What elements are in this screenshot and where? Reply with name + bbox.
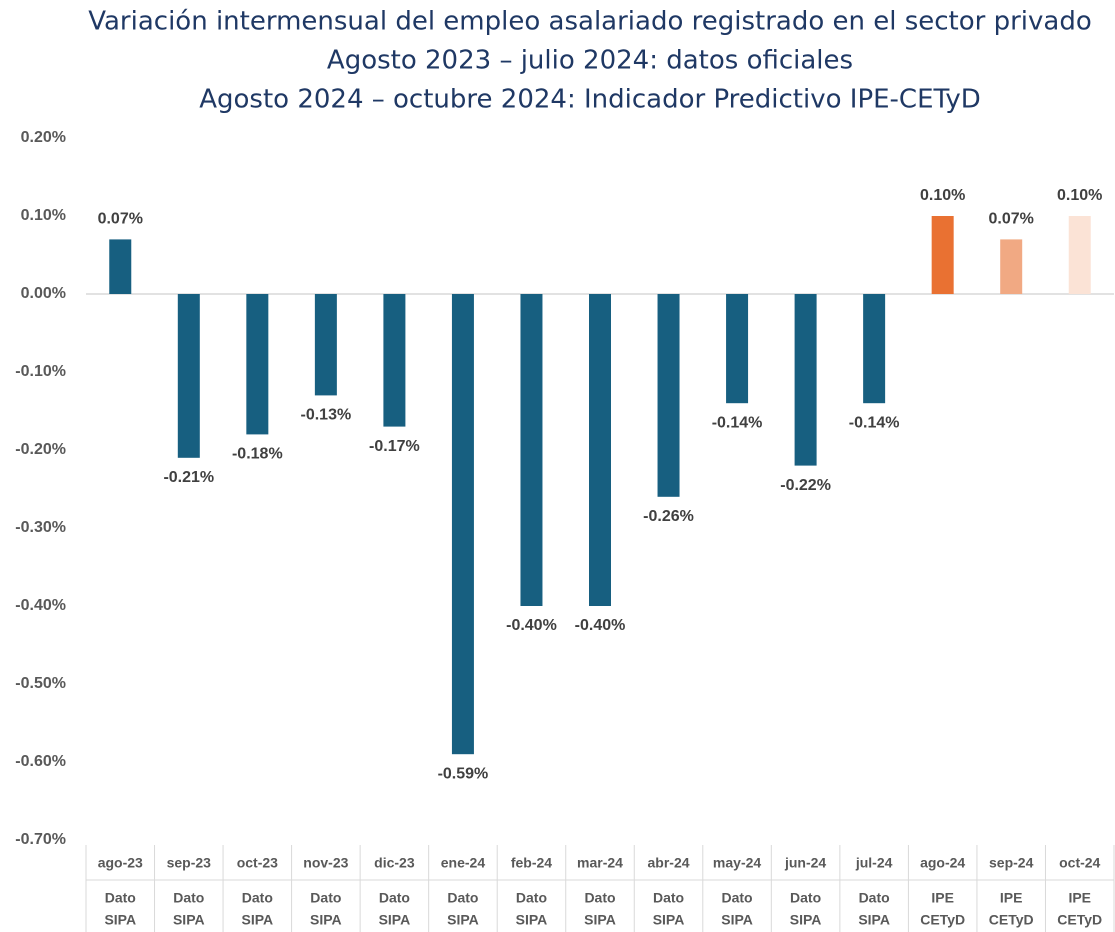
data-label: -0.59% (438, 765, 489, 782)
x-tick-label: dic-23 (374, 855, 415, 871)
x-group-label: SIPA (721, 912, 753, 928)
bar (520, 294, 543, 606)
x-tick-label: ago-23 (98, 855, 143, 871)
x-group-label: Dato (310, 890, 341, 906)
x-tick-label: ene-24 (441, 855, 486, 871)
y-tick-label: -0.40% (15, 597, 66, 614)
x-group-label: SIPA (173, 912, 205, 928)
x-group-label: SIPA (242, 912, 274, 928)
bar (383, 294, 406, 427)
data-label: -0.13% (301, 407, 352, 424)
data-label: -0.21% (163, 469, 214, 486)
x-group-label: SIPA (516, 912, 548, 928)
data-label: -0.40% (506, 617, 557, 634)
y-tick-label: -0.70% (15, 831, 66, 848)
x-group-label: SIPA (447, 912, 479, 928)
x-tick-label: sep-24 (989, 855, 1034, 871)
x-group-label: Dato (516, 890, 547, 906)
data-label: -0.17% (369, 438, 420, 455)
x-group-label: IPE (931, 890, 954, 906)
y-tick-label: 0.20% (21, 129, 66, 146)
x-group-label: CETyD (1057, 912, 1102, 928)
chart-title: Agosto 2024 – octubre 2024: Indicador Pr… (199, 85, 981, 115)
y-tick-label: -0.60% (15, 753, 66, 770)
chart-title: Variación intermensual del empleo asalar… (88, 7, 1092, 37)
x-tick-label: ago-24 (920, 855, 965, 871)
x-tick-label: nov-23 (303, 855, 348, 871)
bar (177, 294, 200, 458)
bar (1000, 239, 1023, 294)
bar (726, 294, 749, 404)
x-group-label: Dato (242, 890, 273, 906)
data-label: 0.10% (1057, 187, 1102, 204)
x-tick-label: jul-24 (855, 855, 893, 871)
y-tick-label: -0.20% (15, 441, 66, 458)
data-label: -0.22% (780, 477, 831, 494)
x-group-label: SIPA (790, 912, 822, 928)
data-label: 0.10% (920, 187, 965, 204)
data-label: 0.07% (989, 211, 1034, 228)
x-group-label: Dato (859, 890, 890, 906)
x-group-label: SIPA (310, 912, 342, 928)
data-label: -0.18% (232, 446, 283, 463)
x-tick-label: oct-23 (237, 855, 278, 871)
x-group-label: SIPA (653, 912, 685, 928)
data-label: 0.07% (98, 211, 143, 228)
y-tick-label: 0.10% (21, 207, 66, 224)
x-tick-label: abr-24 (648, 855, 690, 871)
data-label: -0.26% (643, 508, 694, 525)
x-tick-label: feb-24 (511, 855, 552, 871)
data-label: -0.40% (575, 617, 626, 634)
x-group-label: Dato (379, 890, 410, 906)
y-tick-label: -0.10% (15, 363, 66, 380)
x-group-label: SIPA (379, 912, 411, 928)
bar (246, 294, 269, 435)
x-group-label: Dato (105, 890, 136, 906)
x-group-label: CETyD (989, 912, 1034, 928)
y-tick-label: -0.30% (15, 519, 66, 536)
bar (863, 294, 886, 404)
x-group-label: Dato (584, 890, 615, 906)
bar (589, 294, 611, 606)
x-group-label: Dato (790, 890, 821, 906)
x-group-label: Dato (722, 890, 753, 906)
chart-title: Agosto 2023 – julio 2024: datos oficiale… (327, 46, 853, 76)
x-tick-label: jun-24 (784, 855, 826, 871)
x-group-label: SIPA (584, 912, 616, 928)
data-label: -0.14% (712, 414, 763, 431)
x-group-label: IPE (1068, 890, 1091, 906)
bar (109, 239, 132, 294)
x-group-label: Dato (173, 890, 204, 906)
x-tick-label: sep-23 (167, 855, 212, 871)
x-group-label: IPE (1000, 890, 1023, 906)
x-group-label: Dato (447, 890, 478, 906)
x-group-label: SIPA (104, 912, 136, 928)
bar (657, 294, 680, 497)
x-tick-label: oct-24 (1059, 855, 1100, 871)
y-tick-label: 0.00% (21, 285, 66, 302)
data-label: -0.14% (849, 414, 900, 431)
bar (1068, 216, 1091, 294)
bar (794, 294, 817, 466)
x-group-label: SIPA (858, 912, 890, 928)
bar (451, 294, 474, 755)
x-tick-label: mar-24 (577, 855, 623, 871)
bar (931, 216, 954, 294)
y-tick-label: -0.50% (15, 675, 66, 692)
x-group-label: Dato (653, 890, 684, 906)
x-group-label: CETyD (920, 912, 965, 928)
x-tick-label: may-24 (713, 855, 761, 871)
bar (314, 294, 337, 396)
